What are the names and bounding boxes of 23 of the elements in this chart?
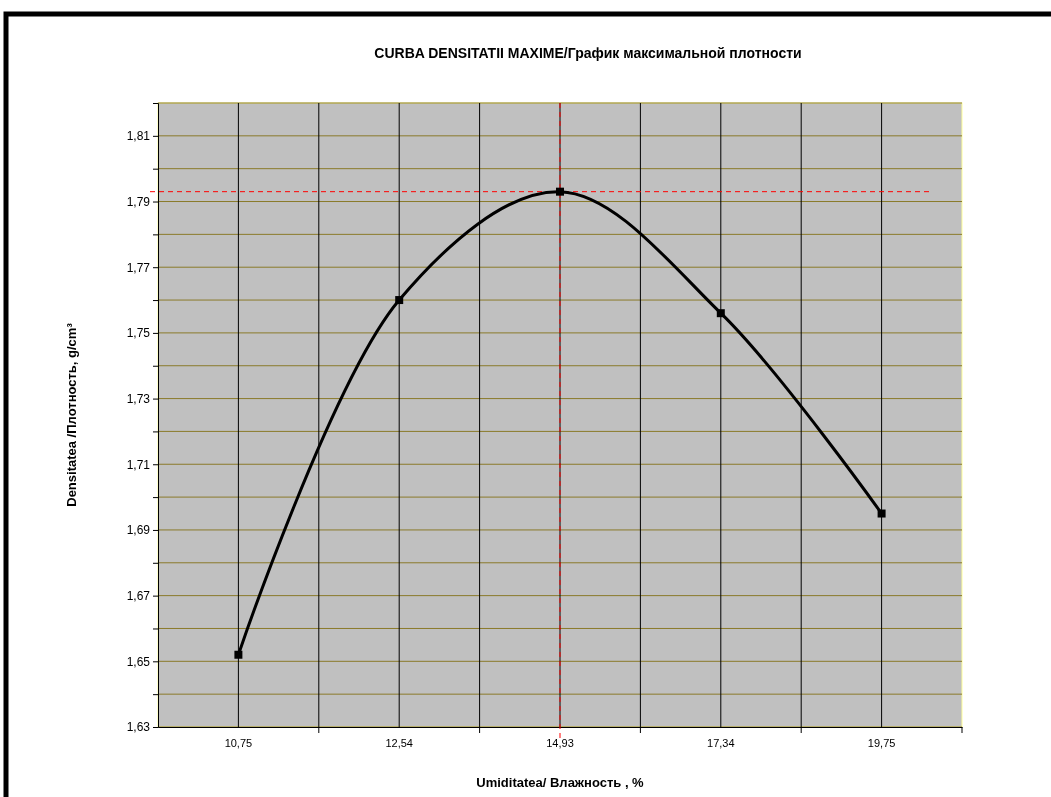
point [716, 309, 725, 318]
y-tick-label: 1,65 [126, 654, 151, 669]
y-tick-label: 1,77 [126, 260, 151, 275]
chart-title: CURBA DENSITATII MAXIME/График максимальной плотности [374, 45, 802, 61]
y-tick-label: 1,71 [126, 457, 151, 472]
x-tick-label: 17,34 [707, 736, 735, 749]
point [556, 187, 564, 196]
x-axis-title: Umiditatea/ Влажность , % [476, 775, 645, 790]
y-tick-label: 1,73 [126, 391, 151, 406]
y-tick-label: 1,69 [126, 523, 151, 538]
y-tick-label: 1,81 [126, 129, 151, 144]
point [234, 650, 243, 659]
y-tick-label: 1,79 [126, 194, 151, 209]
point [877, 509, 886, 518]
y-tick-label: 1,67 [126, 588, 151, 603]
x-tick-label: 10,75 [224, 736, 253, 749]
x-tick-label: 14,93 [546, 736, 574, 749]
point [395, 296, 404, 305]
y-tick-label: 1,75 [126, 326, 151, 341]
y-tick-label: 1,63 [126, 720, 151, 735]
x-tick-label: 12,54 [385, 736, 413, 749]
y-axis-title: Densitatea /Плотность, g/cm³ [64, 322, 79, 507]
x-tick-label: 19,75 [867, 736, 896, 749]
